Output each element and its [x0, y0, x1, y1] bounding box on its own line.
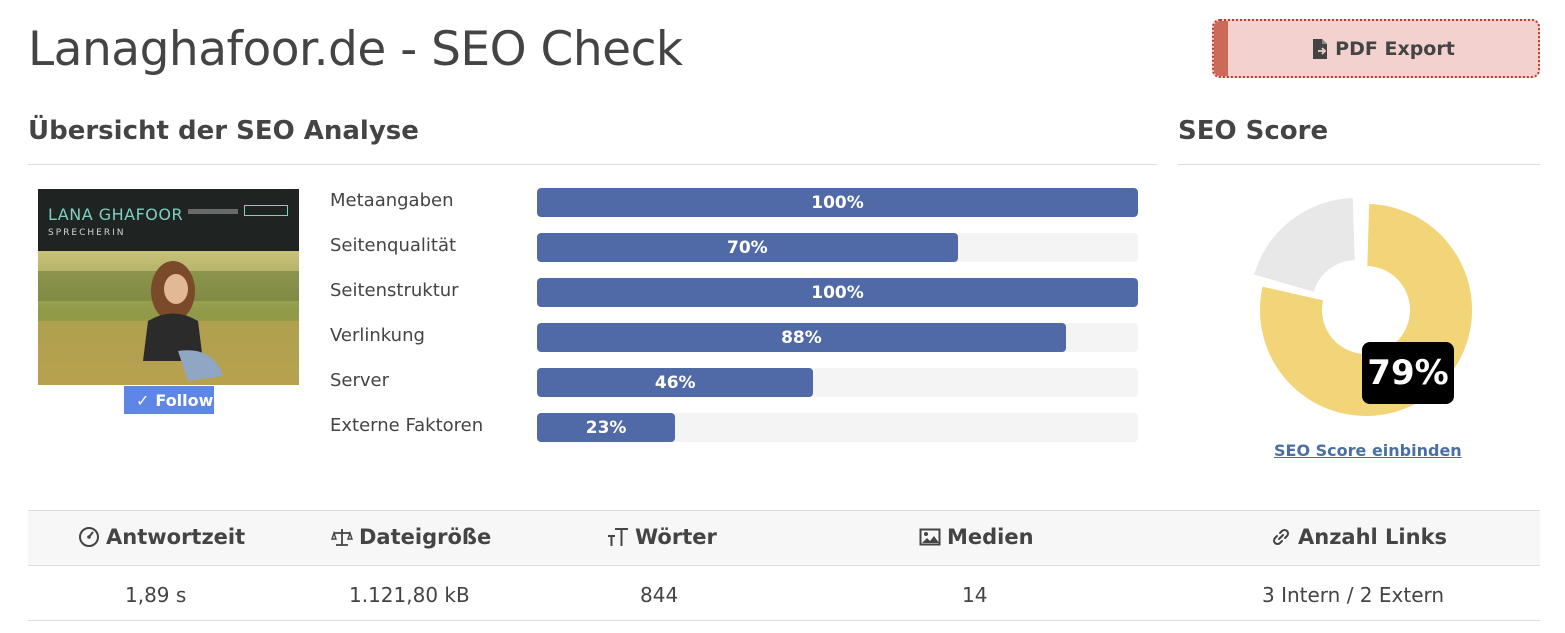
embed-seo-score-link[interactable]: SEO Score einbinden [1274, 441, 1462, 460]
stat-header-medien: Medien [919, 525, 1034, 549]
stat-value-antwortzeit: 1,89 s [125, 583, 187, 607]
donut-segment-remainder [1254, 198, 1355, 292]
speedometer-icon [79, 527, 99, 547]
file-export-icon [1313, 38, 1328, 59]
seo-score-title: SEO Score [1178, 116, 1329, 146]
pdf-button-accent [1214, 21, 1228, 76]
progress-track-metaangaben: 100% [537, 188, 1138, 217]
pdf-export-button[interactable]: PDF Export [1212, 19, 1540, 78]
follow-button[interactable]: ✓ Follow [124, 386, 214, 414]
overview-divider [28, 164, 1157, 165]
metric-label-externe-faktoren: Externe Faktoren [330, 415, 484, 436]
thumbnail-site-name: LANA GHAFOOR [48, 205, 184, 224]
link-icon [1272, 528, 1290, 546]
metric-label-server: Server [330, 370, 390, 391]
seo-score-divider [1178, 164, 1540, 165]
stat-value-anzahl-links: 3 Intern / 2 Extern [1262, 583, 1445, 607]
seo-score-value: 79% [1362, 342, 1454, 404]
image-icon [919, 528, 941, 546]
stats-header-row [28, 511, 1540, 566]
progress-track-externe-faktoren: 23% [537, 413, 1138, 442]
progress-fill-metaangaben: 100% [537, 188, 1138, 217]
progress-fill-externe-faktoren: 23% [537, 413, 676, 442]
progress-fill-seitenqualitaet: 70% [537, 233, 958, 262]
metric-label-seitenstruktur: Seitenstruktur [330, 280, 459, 301]
scale-icon [331, 529, 353, 546]
stat-header-anzahl-links: Anzahl Links [1270, 525, 1447, 549]
metric-label-seitenqualitaet: Seitenqualität [330, 235, 457, 256]
text-size-icon [608, 528, 628, 546]
thumbnail-photo [38, 251, 299, 385]
check-icon: ✓ [136, 390, 150, 410]
stat-value-dateigroesse: 1.121,80 kB [349, 583, 470, 607]
progress-fill-verlinkung: 88% [537, 323, 1066, 352]
progress-track-seitenqualitaet: 70% [537, 233, 1138, 262]
metric-label-verlinkung: Verlinkung [330, 325, 425, 346]
page-title: Lanaghafoor.de - SEO Check [28, 22, 683, 77]
website-thumbnail: LANA GHAFOOR SPRECHERIN [38, 189, 299, 385]
thumbnail-site-subtitle: SPRECHERIN [48, 228, 126, 238]
progress-fill-seitenstruktur: 100% [537, 278, 1138, 307]
progress-track-verlinkung: 88% [537, 323, 1138, 352]
pdf-export-label: PDF Export [1335, 37, 1455, 60]
progress-fill-server: 46% [537, 368, 814, 397]
progress-track-server: 46% [537, 368, 1138, 397]
progress-track-seitenstruktur: 100% [537, 278, 1138, 307]
stat-header-antwortzeit: Antwortzeit [78, 525, 245, 549]
stat-value-woerter: 844 [640, 583, 679, 607]
stat-header-dateigroesse: Dateigröße [331, 525, 491, 549]
stat-value-medien: 14 [962, 583, 988, 607]
stat-header-woerter: Wörter [607, 525, 717, 549]
stats-table: Antwortzeit Dateigröße Wörter Medien Anz… [28, 510, 1540, 621]
overview-title: Übersicht der SEO Analyse [28, 116, 419, 146]
follow-label: Follow [155, 390, 214, 410]
metric-label-metaangaben: Metaangaben [330, 190, 454, 211]
